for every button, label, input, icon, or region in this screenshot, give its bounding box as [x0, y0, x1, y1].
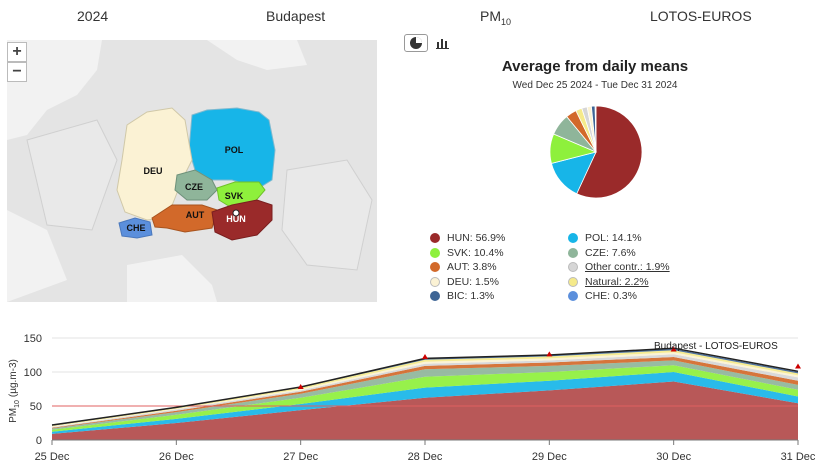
area-series[interactable] — [52, 381, 798, 441]
legend-label: DEU: 1.5% — [447, 275, 499, 288]
source-map[interactable]: POL DEU CZE SVK AUT HUN CHE — [7, 40, 377, 302]
y-tick-label: 50 — [30, 401, 42, 413]
region-label-pol: POL — [225, 145, 244, 155]
legend-swatch — [568, 247, 578, 258]
y-axis-label-main: PM — [8, 408, 19, 423]
zoom-out-button[interactable]: − — [7, 62, 27, 82]
sea-adriatic — [127, 255, 217, 302]
sea-north — [7, 40, 102, 140]
region-label-cze: CZE — [185, 182, 203, 192]
sea-baltic — [207, 40, 307, 70]
legend-label: Natural: 2.2% — [585, 275, 649, 288]
city-marker-icon — [232, 209, 240, 217]
legend-swatch — [568, 262, 578, 272]
observation-marker[interactable] — [670, 346, 677, 352]
legend-label: BIC: 1.3% — [447, 290, 495, 302]
observation-marker[interactable] — [297, 383, 304, 389]
pie-title: Average from daily means — [501, 58, 689, 75]
region-label-svk: SVK — [225, 191, 244, 201]
observation-marker[interactable] — [422, 354, 428, 360]
region-hun[interactable] — [211, 199, 273, 241]
region-label-hun: HUN — [226, 214, 246, 224]
sea-west — [7, 210, 67, 302]
legend-label: CHE: 0.3% — [585, 290, 637, 302]
x-tick-label: 29 Dec — [532, 451, 567, 463]
observation-marker[interactable] — [546, 351, 553, 357]
region-label-che: CHE — [126, 223, 145, 233]
legend-item: HUN: 56.9% — [430, 232, 505, 244]
legend-label: AUT: 3.8% — [447, 261, 497, 273]
series-annotation: Budapest - LOTOS-EUROS — [654, 341, 778, 352]
pie-view-toggle[interactable] — [404, 34, 428, 52]
y-tick-label: 100 — [24, 367, 42, 379]
x-tick-label: 30 Dec — [656, 451, 691, 463]
legend-swatch — [568, 291, 578, 301]
legend-label: Other contr.: 1.9% — [585, 261, 670, 273]
legend-swatch — [430, 247, 440, 258]
legend-item: CHE: 0.3% — [568, 290, 637, 302]
pollutant-sub: 10 — [501, 16, 512, 27]
year-label: 2024 — [77, 8, 109, 24]
legend-item[interactable]: Other contr.: 1.9% — [568, 261, 670, 273]
region-che[interactable] — [118, 217, 153, 239]
y-axis-label-sub: 10 — [14, 400, 21, 408]
legend-item: AUT: 3.8% — [430, 261, 497, 273]
x-tick-label: 27 Dec — [283, 451, 318, 463]
legend-item: BIC: 1.3% — [430, 290, 494, 302]
legend-swatch — [568, 233, 578, 243]
area-series[interactable] — [52, 365, 798, 432]
map-canvas: POL DEU CZE SVK AUT HUN CHE — [7, 40, 377, 302]
legend-label: POL: 14.1% — [585, 232, 642, 244]
legend-label: CZE: 7.6% — [585, 246, 636, 259]
observation-marker[interactable] — [795, 363, 801, 369]
legend-swatch — [430, 262, 440, 272]
x-tick-label: 26 Dec — [159, 451, 194, 463]
area-series[interactable] — [52, 360, 798, 430]
pie-subtitle: Wed Dec 25 2024 - Tue Dec 31 2024 — [512, 80, 678, 91]
zoom-in-button[interactable]: + — [7, 42, 27, 62]
bar-view-toggle[interactable] — [431, 34, 455, 52]
legend-item[interactable]: Natural: 2.2% — [568, 276, 649, 288]
timeseries-chart: 0 50 100 150 25 Dec 26 Dec 27 Dec 28 Dec 29 Dec 3… — [8, 333, 816, 463]
legend-item: CZE: 7.6% — [568, 247, 636, 259]
country-outline-rou — [281, 159, 373, 271]
x-tick-label: 31 Dec — [781, 451, 816, 463]
model-label: LOTOS-EUROS — [650, 8, 752, 24]
legend-label: SVK: 10.4% — [447, 246, 504, 259]
legend-item: DEU: 1.5% — [430, 276, 499, 288]
region-cze[interactable] — [174, 169, 218, 201]
city-label: Budapest — [266, 8, 326, 24]
pie-chart-icon — [410, 37, 422, 49]
y-tick-label: 150 — [24, 333, 42, 345]
x-tick-label: 28 Dec — [408, 451, 443, 463]
pollutant-label: PM10 — [480, 8, 511, 27]
x-tick-label: 25 Dec — [35, 451, 70, 463]
legend-swatch — [430, 276, 440, 287]
legend-label: HUN: 56.9% — [447, 232, 506, 244]
legend-swatch — [430, 233, 440, 243]
zoom-controls: + − — [7, 42, 29, 82]
y-axis-label: PM10 (µg.m-3) — [8, 359, 21, 423]
legend-swatch — [568, 276, 578, 287]
region-label-deu: DEU — [143, 166, 162, 176]
legend-item: SVK: 10.4% — [430, 247, 504, 259]
region-aut[interactable] — [151, 204, 218, 233]
pie-slice[interactable] — [576, 105, 643, 199]
y-tick-label: 0 — [36, 435, 42, 447]
y-axis-label-unit: (µg.m-3) — [8, 359, 19, 397]
pollutant-main: PM — [480, 8, 501, 24]
region-deu[interactable] — [116, 107, 193, 221]
pie-chart — [549, 105, 643, 199]
region-label-aut: AUT — [186, 210, 205, 220]
legend-item: POL: 14.1% — [568, 232, 642, 244]
country-outline-fra — [26, 119, 118, 231]
legend-swatch — [430, 291, 440, 301]
pie-slice[interactable] — [594, 105, 597, 153]
bar-chart-icon — [436, 39, 449, 49]
